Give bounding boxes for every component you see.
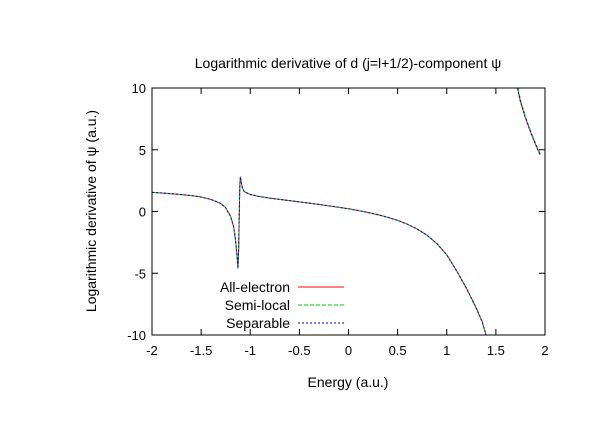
x-tick-label: 1.5 — [487, 343, 505, 358]
x-tick-label: 1 — [443, 343, 450, 358]
y-tick-label: 0 — [139, 205, 146, 220]
x-tick-label: 0 — [345, 343, 352, 358]
x-tick-label: 2 — [541, 343, 548, 358]
y-axis-label: Logarithmic derivative of ψ (a.u.) — [83, 110, 99, 312]
y-tick-label: 10 — [132, 81, 146, 96]
x-tick-label: -2 — [146, 343, 158, 358]
y-tick-label: -10 — [127, 328, 146, 343]
y-tick-label: 5 — [139, 143, 146, 158]
x-tick-label: -0.5 — [288, 343, 310, 358]
legend: All-electron Semi-local Separable — [220, 279, 344, 331]
legend-label: Semi-local — [225, 297, 290, 313]
x-axis-label: Energy (a.u.) — [308, 374, 389, 390]
chart-title: Logarithmic derivative of d (j=l+1/2)-co… — [195, 55, 501, 71]
series-line-all-electron-2 — [517, 87, 541, 155]
plot-lines — [151, 87, 542, 336]
legend-label: Separable — [226, 315, 290, 331]
series-line-separable-2 — [517, 87, 541, 155]
x-tick-label: 0.5 — [389, 343, 407, 358]
y-tick-label: -5 — [134, 266, 146, 281]
plot-frame — [151, 87, 546, 336]
series-line-all-electron-1 — [151, 176, 487, 336]
x-tick-label: -1 — [244, 343, 256, 358]
series-line-separable-1 — [151, 176, 487, 336]
series-line-semi-local-1 — [151, 176, 487, 336]
series-line-semi-local-2 — [517, 87, 542, 155]
x-tick-label: -1.5 — [190, 343, 212, 358]
axis-ticks: -2 -1.5 -1 -0.5 0 0.5 1 1.5 2 -10 -5 0 5 10 — [127, 81, 548, 358]
legend-label: All-electron — [220, 279, 290, 295]
